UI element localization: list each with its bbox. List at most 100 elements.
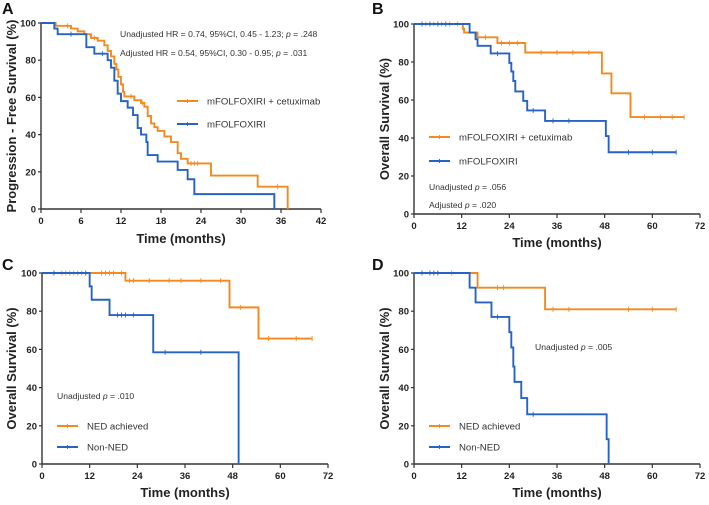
x-tick-label: 72 [695,221,706,232]
x-tick-label: 72 [323,471,334,482]
survival-curve-orange [41,22,289,209]
x-tick-label: 72 [695,471,706,482]
y-tick-label: 80 [398,58,409,69]
y-tick-label: 0 [404,460,409,471]
x-tick-label: 6 [78,216,83,227]
panel-a: A 0 20 40 60 80 100 0 6 12 18 24 30 36 42 Time (months)… [2,1,326,246]
y-tick-label: 20 [25,167,36,178]
x-tick-label: 36 [180,471,191,482]
legend-label: mFOLFOXIRI [459,157,518,168]
y-tick-label: 60 [25,93,36,104]
legend-item: mFOLFOXIRI + cetuximab [177,97,320,108]
x-tick-label: 24 [504,221,515,232]
y-axis-title: Overall Survival (%) [377,307,392,429]
x-tick-label: 0 [411,221,416,232]
y-tick-label: 60 [398,96,409,107]
y-tick-label: 20 [398,172,409,183]
x-tick-label: 60 [647,221,658,232]
y-tick-label: 20 [398,421,409,432]
y-tick-label: 0 [404,210,409,221]
x-tick-label: 36 [276,216,287,227]
legend-item: Non-NED [57,443,128,454]
legend-label: Non-NED [459,443,500,454]
stat-annotation: Adjusted p = .020 [429,200,496,210]
legend-item: mFOLFOXIRI + cetuximab [429,133,572,144]
survival-curve-orange [414,272,677,311]
y-tick-label: 20 [26,421,37,432]
x-tick-label: 30 [236,216,247,227]
x-tick-label: 12 [456,471,467,482]
x-tick-label: 0 [411,471,416,482]
y-tick-label: 40 [25,130,36,141]
legend-item: NED achieved [57,422,148,433]
x-tick-label: 12 [116,216,127,227]
x-axis-title: Time (months) [512,485,601,500]
x-tick-label: 0 [39,471,44,482]
y-tick-label: 40 [398,383,409,394]
panel-b: B 0 20 40 60 80 100 0 12 24 36 48 60 72 Time (months) O… [372,1,705,250]
y-tick-label: 60 [398,345,409,356]
legend-label: mFOLFOXIRI [207,120,266,131]
y-tick-label: 60 [26,345,37,356]
stat-annotation: Unadjusted p = .010 [57,391,134,401]
x-tick-label: 0 [38,216,43,227]
y-tick-label: 0 [31,205,36,216]
y-tick-label: 40 [26,383,37,394]
x-tick-label: 42 [316,216,327,227]
survival-curve-blue [414,272,610,464]
y-axis-title: Overall Survival (%) [377,58,392,180]
x-tick-label: 24 [196,216,207,227]
y-tick-label: 100 [393,20,409,31]
x-axis-title: Time (months) [140,485,229,500]
x-tick-label: 60 [647,471,658,482]
panel-letter: A [2,1,14,18]
legend-item: NED achieved [429,422,520,433]
x-tick-label: 18 [156,216,167,227]
x-axis-title: Time (months) [512,235,601,250]
legend-label: NED achieved [459,422,520,433]
legend-item: mFOLFOXIRI [177,120,266,131]
legend-label: Non-NED [87,443,128,454]
x-tick-label: 48 [599,221,610,232]
panel-letter: C [2,257,14,274]
y-tick-label: 40 [398,134,409,145]
survival-curve-orange [42,272,313,340]
x-tick-label: 12 [84,471,95,482]
stat-annotation: Adjusted HR = 0.54, 95%CI, 0.30 - 0.95; … [120,48,308,58]
survival-curve-blue [41,22,276,209]
legend-item: mFOLFOXIRI [429,157,518,168]
y-tick-label: 80 [398,307,409,318]
survival-curve-blue [414,23,677,154]
x-axis-title: Time (months) [136,231,225,246]
panel-letter: D [372,257,384,274]
survival-curve-blue [42,272,240,464]
x-tick-label: 24 [132,471,143,482]
x-tick-label: 36 [552,221,563,232]
x-tick-label: 60 [275,471,286,482]
legend-item: Non-NED [429,443,500,454]
legend-label: mFOLFOXIRI + cetuximab [207,97,320,108]
panel-c: C 0 20 40 60 80 100 0 12 24 36 48 60 72 Time (months) O… [2,257,333,500]
y-tick-label: 0 [32,460,37,471]
y-tick-label: 100 [20,19,36,30]
survival-curve-orange [414,23,685,119]
stat-annotation: Unadjusted HR = 0.74, 95%CI, 0.45 - 1.23… [120,29,318,39]
panel-d: D 0 20 40 60 80 100 0 12 24 36 48 60 72 Time (months) O… [372,257,705,500]
y-axis-title: Overall Survival (%) [4,307,19,429]
x-tick-label: 24 [504,471,515,482]
x-tick-label: 36 [552,471,563,482]
y-tick-label: 80 [25,56,36,67]
y-tick-label: 100 [21,269,37,280]
stat-annotation: Unadjusted p = .056 [429,182,506,192]
legend-label: mFOLFOXIRI + cetuximab [459,133,572,144]
y-tick-label: 100 [393,269,409,280]
y-tick-label: 80 [26,307,37,318]
stat-annotation: Unadjusted p = .005 [535,342,612,352]
panel-letter: B [372,1,384,18]
y-axis-title: Progression - Free Survival (%) [4,20,19,213]
x-tick-label: 48 [599,471,610,482]
x-tick-label: 12 [456,221,467,232]
x-tick-label: 48 [227,471,238,482]
legend-label: NED achieved [87,422,148,433]
